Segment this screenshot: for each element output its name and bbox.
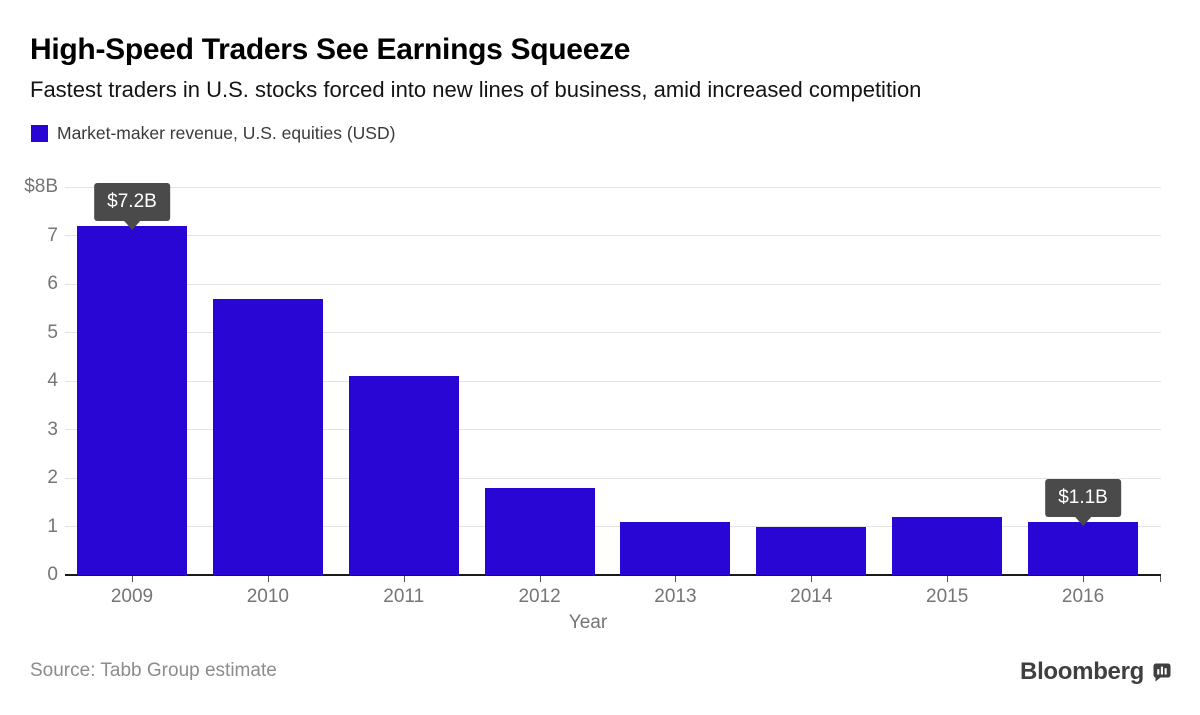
legend-label: Market-maker revenue, U.S. equities (USD… bbox=[57, 122, 396, 143]
y-tick-label-2: 2 bbox=[47, 467, 58, 488]
x-axis-line bbox=[65, 574, 1161, 576]
x-tick-label-2015: 2015 bbox=[926, 586, 969, 607]
legend-swatch bbox=[31, 124, 48, 142]
y-tick-label-$8B: $8B bbox=[24, 176, 58, 197]
bar-2013 bbox=[620, 521, 731, 575]
x-tick-label-2014: 2014 bbox=[790, 586, 833, 607]
gridline-2 bbox=[65, 477, 1161, 479]
x-tick-label-2016: 2016 bbox=[1061, 586, 1105, 607]
bloomberg-wordmark: Bloomberg bbox=[1020, 658, 1144, 685]
bar-2015 bbox=[892, 516, 1003, 575]
gridline-6 bbox=[65, 283, 1161, 285]
gridline-3 bbox=[65, 429, 1161, 430]
x-tick-label-2011: 2011 bbox=[383, 586, 425, 607]
chart-title: High-Speed Traders See Earnings Squeeze bbox=[30, 33, 631, 66]
bar-2010 bbox=[212, 298, 323, 575]
data-label-2009: $7.2B bbox=[94, 182, 170, 230]
bar-2012 bbox=[484, 487, 595, 575]
axis-end-tick bbox=[1160, 576, 1161, 582]
y-tick-label-4: 4 bbox=[47, 370, 58, 391]
bar-2016 bbox=[1028, 521, 1139, 575]
bar-2009 bbox=[77, 225, 187, 575]
gridline-7 bbox=[65, 235, 1161, 236]
axis-tick-2012 bbox=[539, 576, 541, 582]
x-tick-label-2012: 2012 bbox=[518, 586, 561, 607]
gridline-4 bbox=[65, 380, 1161, 382]
bar-2011 bbox=[348, 376, 459, 575]
source-text: Source: Tabb Group estimate bbox=[30, 660, 277, 681]
data-label-2016: $1.1B bbox=[1045, 478, 1121, 526]
bar-2014 bbox=[756, 526, 867, 575]
y-tick-label-7: 7 bbox=[47, 224, 58, 246]
x-axis-title: Year bbox=[568, 612, 608, 633]
axis-tick-2009 bbox=[132, 576, 133, 582]
y-tick-label-1: 1 bbox=[47, 515, 58, 537]
axis-tick-2014 bbox=[811, 576, 813, 582]
axis-tick-2010 bbox=[267, 576, 269, 582]
gridline-1 bbox=[65, 526, 1161, 527]
y-tick-label-6: 6 bbox=[47, 273, 58, 294]
legend: Market-maker revenue, U.S. equities (USD… bbox=[31, 122, 396, 143]
axis-tick-2016 bbox=[1083, 576, 1085, 582]
gridline-5 bbox=[65, 332, 1161, 333]
axis-tick-2011 bbox=[403, 576, 405, 582]
axis-tick-2015 bbox=[947, 576, 949, 582]
y-tick-label-5: 5 bbox=[47, 321, 58, 343]
bloomberg-chart-bubble-icon bbox=[1153, 663, 1171, 682]
x-tick-label-2013: 2013 bbox=[654, 586, 697, 607]
axis-tick-2013 bbox=[675, 576, 677, 582]
bloomberg-logo: Bloomberg bbox=[1020, 658, 1172, 686]
x-tick-label-2010: 2010 bbox=[246, 586, 289, 607]
y-tick-label-3: 3 bbox=[47, 418, 58, 440]
chart-subtitle: Fastest traders in U.S. stocks forced in… bbox=[30, 77, 922, 102]
gridline-$8B bbox=[65, 186, 1161, 188]
y-tick-label-0: 0 bbox=[47, 564, 58, 585]
x-tick-label-2009: 2009 bbox=[110, 586, 154, 607]
